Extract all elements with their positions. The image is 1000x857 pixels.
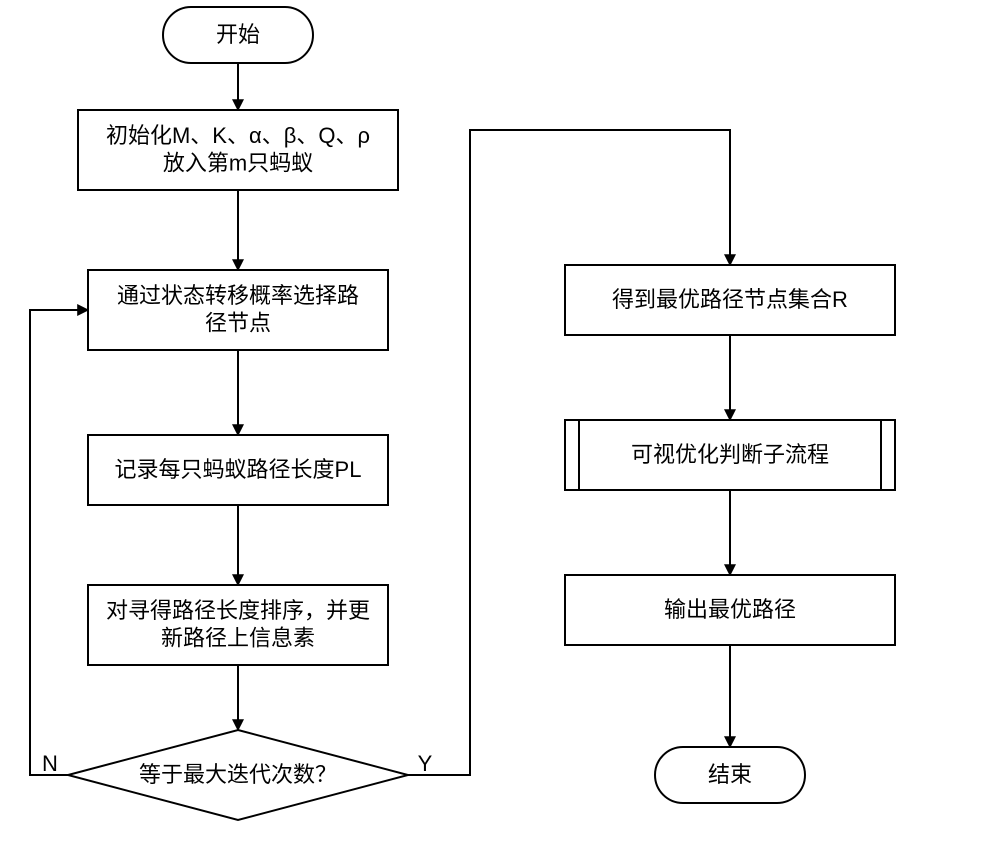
svg-text:放入第m只蚂蚁: 放入第m只蚂蚁 (163, 151, 313, 176)
svg-text:可视优化判断子流程: 可视优化判断子流程 (631, 442, 829, 467)
svg-text:记录每只蚂蚁路径长度PL: 记录每只蚂蚁路径长度PL (115, 457, 362, 482)
svg-text:通过状态转移概率选择路: 通过状态转移概率选择路 (117, 283, 359, 308)
svg-text:得到最优路径节点集合R: 得到最优路径节点集合R (612, 287, 848, 312)
svg-text:开始: 开始 (216, 22, 260, 47)
node-select: 通过状态转移概率选择路径节点 (88, 270, 388, 350)
node-start: 开始 (163, 7, 313, 63)
svg-text:对寻得路径长度排序，并更: 对寻得路径长度排序，并更 (106, 598, 370, 623)
svg-text:新路径上信息素: 新路径上信息素 (161, 626, 315, 651)
branch-label-no: N (42, 751, 58, 776)
svg-text:初始化M、K、α、β、Q、ρ: 初始化M、K、α、β、Q、ρ (106, 123, 370, 148)
node-decide: 等于最大迭代次数？ N Y (42, 730, 433, 820)
edge-decide-select-N (30, 310, 88, 775)
branch-label-yes: Y (418, 751, 433, 776)
node-sort: 对寻得路径长度排序，并更新路径上信息素 (88, 585, 388, 665)
node-init: 初始化M、K、α、β、Q、ρ 放入第m只蚂蚁 (78, 110, 398, 190)
node-end: 结束 (655, 747, 805, 803)
svg-text:等于最大迭代次数？: 等于最大迭代次数？ (139, 762, 337, 787)
svg-text:输出最优路径: 输出最优路径 (664, 597, 796, 622)
svg-text:径节点: 径节点 (205, 311, 271, 336)
svg-text:结束: 结束 (708, 762, 752, 787)
node-result: 得到最优路径节点集合R (565, 265, 895, 335)
node-record: 记录每只蚂蚁路径长度PL (88, 435, 388, 505)
node-output: 输出最优路径 (565, 575, 895, 645)
node-visopt: 可视优化判断子流程 (565, 420, 895, 490)
